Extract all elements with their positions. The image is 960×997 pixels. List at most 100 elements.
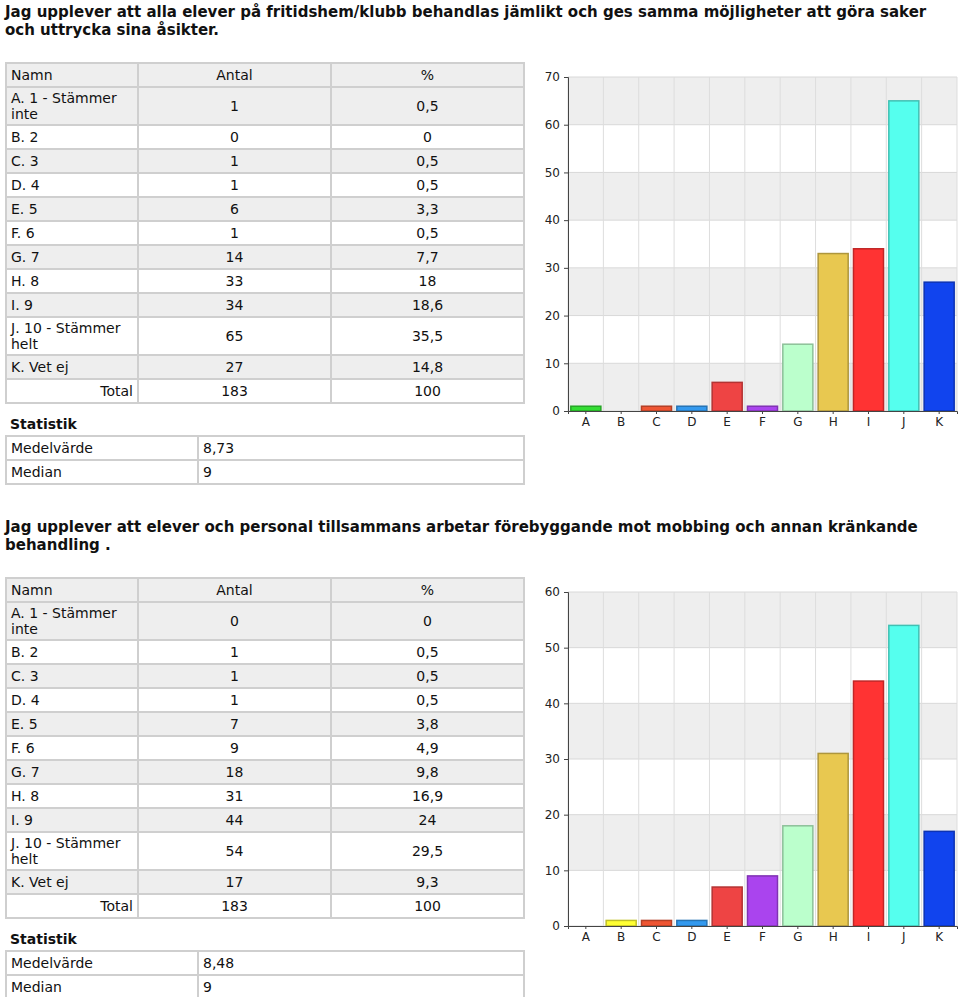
table-cell: H. 8 (6, 269, 138, 293)
table-cell: 1 (138, 173, 331, 197)
bar (818, 753, 848, 926)
table-cell: 54 (138, 832, 331, 870)
tick-label: H (829, 415, 838, 429)
table-cell: 0,5 (331, 87, 524, 125)
table-cell: 0,5 (331, 664, 524, 688)
table-cell: 3,3 (331, 197, 524, 221)
bar (924, 282, 954, 411)
tick-label: D (687, 930, 696, 944)
data-table: NamnAntal%A. 1 - Stämmer inte10,5B. 200C… (5, 62, 525, 404)
table-row: I. 93418,6 (6, 293, 524, 317)
x-tick: K (935, 926, 944, 944)
table-cell: 7,7 (331, 245, 524, 269)
grid-line-vertical (674, 592, 675, 926)
table-cell: 16,9 (331, 784, 524, 808)
statistics-cell: 8,48 (198, 951, 524, 975)
grid-line-vertical (815, 592, 816, 926)
y-tick: 30 (545, 752, 568, 766)
y-tick: 10 (545, 864, 568, 878)
bar-chart: 0102030405060ABCDEFGHIJK (530, 580, 960, 955)
y-tick: 50 (545, 166, 568, 180)
table-cell: 14,8 (331, 355, 524, 379)
table-cell: 6 (138, 197, 331, 221)
table-cell: A. 1 - Stämmer inte (6, 87, 138, 125)
column-header: % (331, 63, 524, 87)
table-row: B. 200 (6, 125, 524, 149)
x-axis: ABCDEFGHIJK (569, 411, 958, 429)
table-cell: 0 (331, 125, 524, 149)
grid-line (568, 77, 957, 78)
bar (677, 920, 707, 926)
x-tick: I (867, 926, 871, 944)
x-tick: B (617, 411, 625, 429)
table-cell: E. 5 (6, 712, 138, 736)
table-cell: 1 (138, 688, 331, 712)
table-cell: 34 (138, 293, 331, 317)
table-cell: 4,9 (331, 736, 524, 760)
table-cell: 1 (138, 664, 331, 688)
grid-line-vertical (674, 77, 675, 411)
bar (924, 831, 954, 926)
table-cell: 44 (138, 808, 331, 832)
statistics-table: StatistikMedelvärde8,48Median9 (5, 928, 525, 997)
x-tick: B (617, 926, 625, 944)
table-cell: C. 3 (6, 664, 138, 688)
total-cell: 100 (331, 894, 524, 918)
header-row: NamnAntal% (6, 63, 524, 87)
grid-line-vertical (638, 77, 639, 411)
bar (712, 887, 742, 926)
table-row: H. 83318 (6, 269, 524, 293)
tick-label: B (617, 930, 625, 944)
table-row: B. 210,5 (6, 640, 524, 664)
y-tick: 40 (545, 213, 568, 227)
axis-line (564, 593, 569, 927)
statistics-title: Statistik (6, 413, 524, 436)
total-cell: 100 (331, 379, 524, 403)
tick-label: I (867, 930, 871, 944)
grid-line-vertical (638, 592, 639, 926)
table-cell: 3,8 (331, 712, 524, 736)
y-tick: 0 (552, 404, 568, 418)
question-title: Jag upplever att elever och personal til… (5, 518, 950, 554)
bar (783, 344, 813, 411)
tick-label: G (793, 415, 802, 429)
statistics-header: Statistik (6, 928, 524, 951)
data-table: NamnAntal%A. 1 - Stämmer inte00B. 210,5C… (5, 577, 525, 919)
column-header: Namn (6, 578, 138, 602)
x-tick: A (582, 926, 591, 944)
grid-line-vertical (957, 592, 958, 926)
grid (568, 592, 957, 926)
tick-mark (564, 125, 568, 126)
x-tick: E (723, 411, 731, 429)
tick-label: 60 (545, 118, 560, 132)
table-row: E. 573,8 (6, 712, 524, 736)
table-cell: I. 9 (6, 808, 138, 832)
table-cell: D. 4 (6, 688, 138, 712)
table-cell: 7 (138, 712, 331, 736)
column-header: Antal (138, 578, 331, 602)
column-header: Antal (138, 63, 331, 87)
table-row: C. 310,5 (6, 664, 524, 688)
table-cell: 0,5 (331, 221, 524, 245)
tick-label: 50 (545, 166, 560, 180)
total-row: Total183100 (6, 379, 524, 403)
x-tick: G (793, 411, 802, 429)
tick-label: 10 (545, 864, 560, 878)
total-cell: Total (6, 379, 138, 403)
tick-mark (564, 411, 568, 412)
y-tick: 60 (545, 585, 568, 599)
column-header: Namn (6, 63, 138, 87)
x-tick: J (901, 411, 906, 429)
x-tick: H (829, 411, 838, 429)
tick-mark (564, 648, 568, 649)
tick-mark (564, 172, 568, 173)
tick-label: 40 (545, 213, 560, 227)
table-cell: G. 7 (6, 760, 138, 784)
y-tick: 40 (545, 697, 568, 711)
table-cell: 31 (138, 784, 331, 808)
x-tick: F (759, 926, 766, 944)
y-tick: 70 (545, 70, 568, 84)
tick-mark (564, 316, 568, 317)
table-cell: 0,5 (331, 149, 524, 173)
x-tick: D (687, 411, 696, 429)
